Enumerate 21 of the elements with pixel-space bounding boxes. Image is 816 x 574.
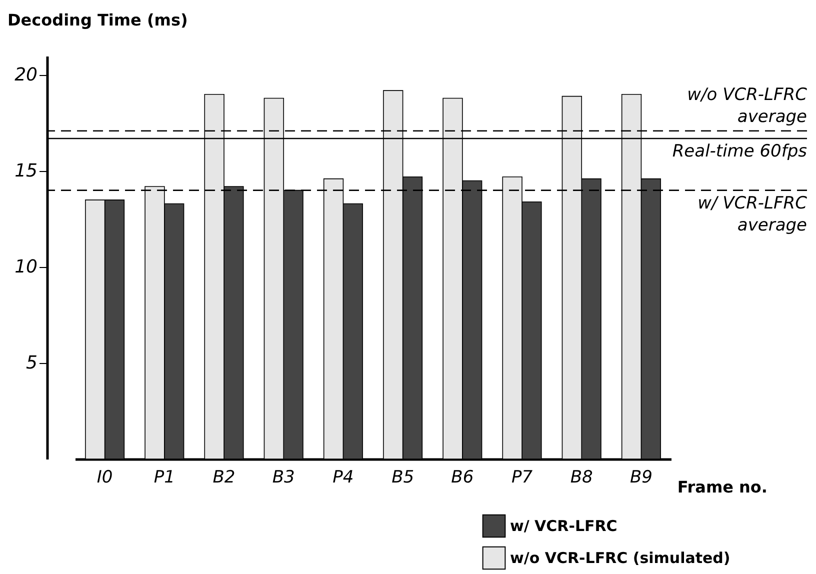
x-tick-label: P7 <box>511 468 533 488</box>
x-axis-title: Frame no. <box>677 478 768 496</box>
x-tick-label: I0 <box>96 468 113 488</box>
y-tick-label: 10 <box>14 256 38 278</box>
ref-line-label: Real-time 60fps <box>672 142 808 162</box>
x-tick-label: B3 <box>272 468 295 488</box>
y-tick-label: 15 <box>14 160 38 182</box>
y-tick-label: 20 <box>14 64 38 86</box>
x-tick-label: B8 <box>570 468 594 488</box>
ref-line-label: w/ VCR-LFRC average <box>698 193 808 236</box>
x-tick-label: B5 <box>392 468 414 488</box>
x-tick-label: B2 <box>212 468 236 488</box>
y-tick-label: 5 <box>26 352 38 374</box>
legend-label: w/ VCR-LFRC <box>510 517 618 535</box>
y-axis-title: Decoding Time (ms) <box>8 10 188 30</box>
legend-label: w/o VCR-LFRC (simulated) <box>510 549 730 567</box>
x-tick-label: P1 <box>154 468 175 488</box>
ref-line-label: w/o VCR-LFRC average <box>687 84 808 127</box>
x-tick-label: P4 <box>332 468 354 488</box>
x-tick-label: B6 <box>451 468 474 488</box>
x-tick-label: B9 <box>630 468 652 488</box>
